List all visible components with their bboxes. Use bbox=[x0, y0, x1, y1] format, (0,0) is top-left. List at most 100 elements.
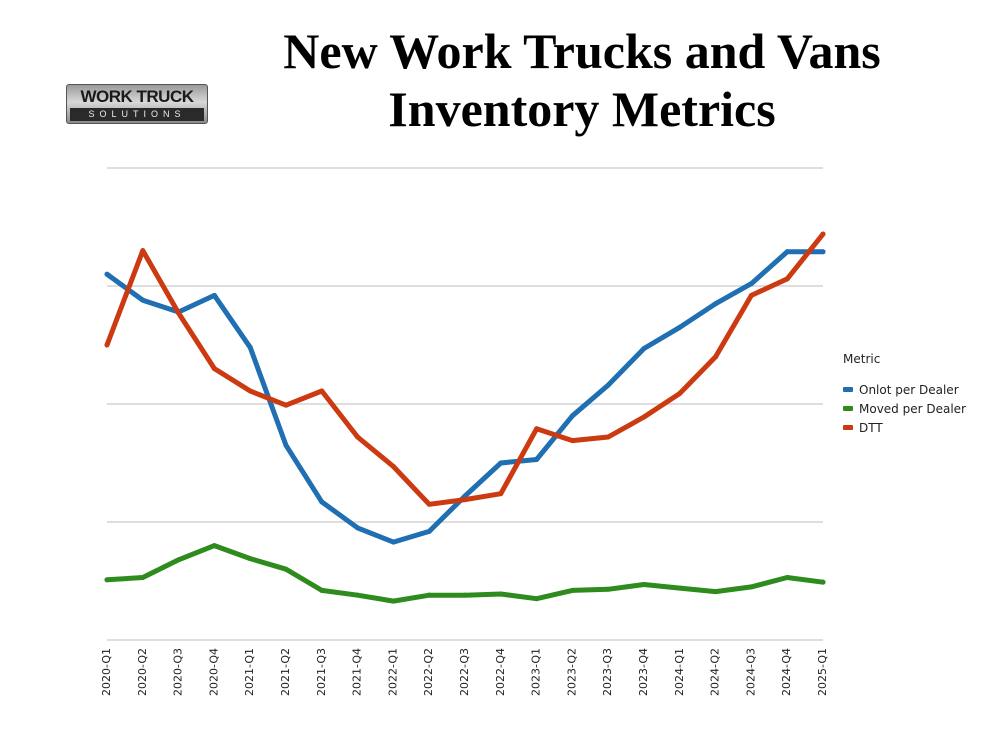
x-tick-label: 2020-Q1 bbox=[100, 648, 113, 696]
data-point-onlot-per-dealer bbox=[104, 271, 110, 277]
data-point-dtt bbox=[283, 402, 289, 408]
data-point-dtt bbox=[784, 276, 790, 282]
data-point-moved-per-dealer bbox=[140, 574, 146, 580]
legend: Metric Onlot per Dealer Moved per Dealer… bbox=[843, 352, 993, 437]
x-tick-label: 2020-Q4 bbox=[207, 648, 220, 696]
data-point-moved-per-dealer bbox=[677, 585, 683, 591]
data-point-dtt bbox=[748, 292, 754, 298]
chart-title-line-2: Inventory Metrics bbox=[388, 81, 776, 137]
legend-title: Metric bbox=[843, 352, 881, 366]
data-point-dtt bbox=[319, 388, 325, 394]
x-tick-label: 2021-Q4 bbox=[351, 648, 364, 696]
x-tick-label: 2023-Q3 bbox=[601, 648, 614, 696]
data-point-dtt bbox=[498, 491, 504, 497]
legend-item-dtt: DTT bbox=[843, 418, 993, 437]
x-tick-label: 2022-Q3 bbox=[458, 648, 471, 696]
data-point-dtt bbox=[140, 248, 146, 254]
data-point-dtt bbox=[534, 426, 540, 432]
data-point-moved-per-dealer bbox=[462, 592, 468, 598]
x-tick-label: 2023-Q2 bbox=[565, 648, 578, 696]
data-point-dtt bbox=[104, 342, 110, 348]
data-point-moved-per-dealer bbox=[283, 566, 289, 572]
data-point-dtt bbox=[605, 434, 611, 440]
x-tick-label: 2021-Q2 bbox=[279, 648, 292, 696]
x-tick-label: 2022-Q2 bbox=[422, 648, 435, 696]
data-point-dtt bbox=[176, 310, 182, 316]
x-tick-label: 2024-Q1 bbox=[673, 648, 686, 696]
x-tick-label: 2021-Q3 bbox=[315, 648, 328, 696]
logo-bottom-text: SOLUTIONS bbox=[70, 108, 204, 121]
data-point-dtt bbox=[390, 464, 396, 470]
data-point-onlot-per-dealer bbox=[605, 382, 611, 388]
data-point-onlot-per-dealer bbox=[641, 346, 647, 352]
data-point-onlot-per-dealer bbox=[820, 249, 826, 255]
data-point-moved-per-dealer bbox=[713, 589, 719, 595]
data-point-moved-per-dealer bbox=[390, 598, 396, 604]
chart-title-line-1: New Work Trucks and Vans bbox=[283, 23, 881, 79]
data-point-moved-per-dealer bbox=[319, 587, 325, 593]
data-point-moved-per-dealer bbox=[211, 543, 217, 549]
data-point-moved-per-dealer bbox=[748, 584, 754, 590]
data-point-dtt bbox=[677, 390, 683, 396]
data-point-onlot-per-dealer bbox=[355, 525, 361, 531]
data-point-moved-per-dealer bbox=[820, 579, 826, 585]
data-point-dtt bbox=[462, 497, 468, 503]
x-tick-label: 2023-Q1 bbox=[530, 648, 543, 696]
data-point-onlot-per-dealer bbox=[498, 460, 504, 466]
x-tick-label: 2021-Q1 bbox=[243, 648, 256, 696]
data-point-dtt bbox=[355, 434, 361, 440]
x-tick-label: 2020-Q3 bbox=[172, 648, 185, 696]
data-point-onlot-per-dealer bbox=[211, 292, 217, 298]
data-point-moved-per-dealer bbox=[569, 587, 575, 593]
data-point-moved-per-dealer bbox=[355, 592, 361, 598]
x-tick-label: 2022-Q1 bbox=[386, 648, 399, 696]
data-point-onlot-per-dealer bbox=[569, 413, 575, 419]
legend-label-dtt: DTT bbox=[859, 420, 883, 435]
data-point-onlot-per-dealer bbox=[247, 344, 253, 350]
x-tick-label: 2022-Q4 bbox=[494, 648, 507, 696]
data-point-dtt bbox=[569, 438, 575, 444]
data-point-onlot-per-dealer bbox=[390, 539, 396, 545]
data-point-onlot-per-dealer bbox=[140, 297, 146, 303]
data-point-moved-per-dealer bbox=[104, 577, 110, 583]
company-logo: WORK TRUCK SOLUTIONS bbox=[66, 84, 208, 124]
legend-item-onlot: Onlot per Dealer bbox=[843, 380, 993, 399]
x-tick-label: 2024-Q3 bbox=[744, 648, 757, 696]
x-tick-label: 2024-Q4 bbox=[780, 648, 793, 696]
data-point-dtt bbox=[426, 501, 432, 507]
data-point-onlot-per-dealer bbox=[319, 499, 325, 505]
data-point-dtt bbox=[211, 366, 217, 372]
legend-swatch-dtt bbox=[843, 425, 853, 430]
data-point-moved-per-dealer bbox=[426, 592, 432, 598]
legend-label-moved: Moved per Dealer bbox=[859, 401, 966, 416]
legend-swatch-moved bbox=[843, 406, 853, 411]
data-point-dtt bbox=[641, 414, 647, 420]
data-point-onlot-per-dealer bbox=[784, 249, 790, 255]
legend-item-moved: Moved per Dealer bbox=[843, 399, 993, 418]
data-point-moved-per-dealer bbox=[176, 557, 182, 563]
data-point-onlot-per-dealer bbox=[283, 442, 289, 448]
data-point-onlot-per-dealer bbox=[426, 528, 432, 534]
legend-swatch-onlot bbox=[843, 387, 853, 392]
data-point-onlot-per-dealer bbox=[748, 281, 754, 287]
data-point-moved-per-dealer bbox=[247, 556, 253, 562]
x-tick-label: 2025-Q1 bbox=[816, 648, 829, 696]
x-tick-label: 2020-Q2 bbox=[136, 648, 149, 696]
data-point-moved-per-dealer bbox=[784, 574, 790, 580]
data-point-moved-per-dealer bbox=[534, 596, 540, 602]
data-point-moved-per-dealer bbox=[641, 582, 647, 588]
x-tick-label: 2024-Q2 bbox=[709, 648, 722, 696]
data-point-moved-per-dealer bbox=[498, 591, 504, 597]
data-point-dtt bbox=[820, 231, 826, 237]
data-point-dtt bbox=[247, 388, 253, 394]
x-tick-label: 2023-Q4 bbox=[637, 648, 650, 696]
data-point-dtt bbox=[713, 354, 719, 360]
chart-title: New Work Trucks and Vans Inventory Metri… bbox=[232, 22, 932, 138]
data-point-moved-per-dealer bbox=[605, 586, 611, 592]
data-point-onlot-per-dealer bbox=[713, 301, 719, 307]
legend-label-onlot: Onlot per Dealer bbox=[859, 382, 959, 397]
data-point-onlot-per-dealer bbox=[677, 324, 683, 330]
logo-top-text: WORK TRUCK bbox=[80, 87, 194, 106]
data-point-onlot-per-dealer bbox=[534, 456, 540, 462]
